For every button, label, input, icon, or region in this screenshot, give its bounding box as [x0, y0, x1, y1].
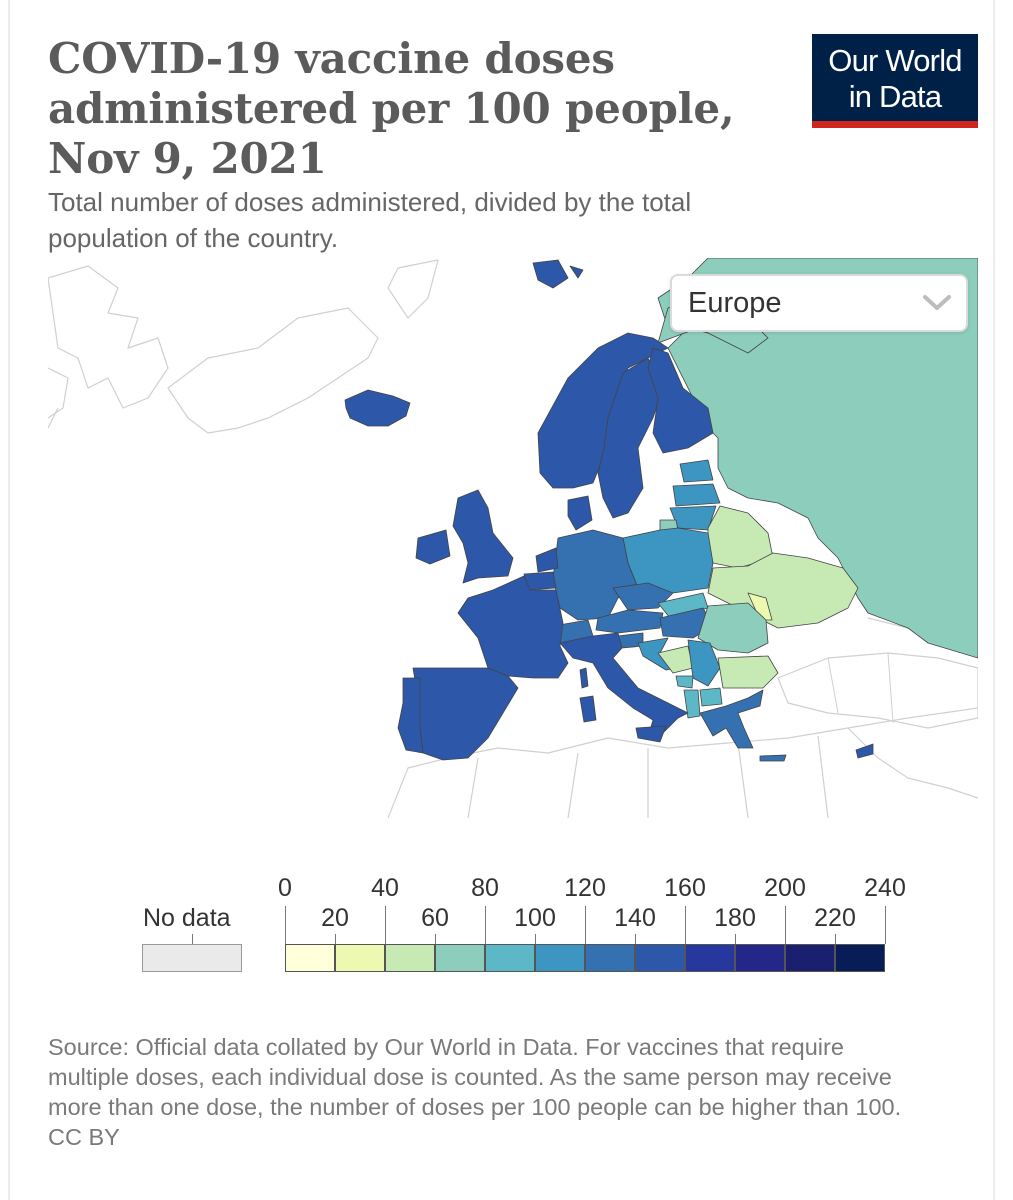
romania-region	[697, 602, 769, 654]
latvia-region	[672, 483, 721, 507]
turkey-outline	[777, 652, 978, 729]
turkey-inner-border	[827, 652, 894, 724]
sweden-region	[597, 357, 664, 519]
italy-region	[559, 632, 689, 739]
serbia-region	[687, 639, 721, 687]
legend-tick-line	[635, 934, 636, 944]
logo-red-bar	[812, 121, 978, 128]
svalbard-small-region	[569, 265, 584, 279]
bosnia-region	[657, 645, 694, 674]
arctic-island-outline	[387, 259, 439, 319]
legend-swatch[interactable]	[835, 944, 885, 972]
color-legend: No data 0 40 80 120 160 200 240 20 60 100 140 180 22…	[0, 860, 1013, 980]
chevron-down-icon	[923, 295, 951, 310]
logo-line-2: in Data	[848, 79, 942, 114]
logo-line-1: Our World	[828, 43, 962, 78]
right-frame-rule	[993, 0, 995, 1200]
legend-tick-label-top: 80	[471, 874, 499, 902]
legend-tick-line	[735, 934, 736, 944]
chart-subtitle: Total number of doses administered, divi…	[48, 187, 692, 253]
source-text: Source: Official data collated by Our Wo…	[48, 1034, 902, 1120]
no-data-label: No data	[143, 904, 231, 932]
iceland-region	[344, 389, 411, 427]
legend-swatch[interactable]	[585, 944, 635, 972]
greenland-outline-east	[167, 307, 379, 434]
north-macedonia-region	[699, 687, 723, 707]
netherlands-region	[535, 547, 559, 573]
source-note: Source: Official data collated by Our Wo…	[48, 1032, 908, 1152]
svalbard-region	[532, 259, 569, 289]
greece-region	[699, 689, 764, 749]
middle-east-outline	[847, 727, 978, 799]
legend-tick-line	[485, 906, 486, 944]
legend-swatch[interactable]	[485, 944, 535, 972]
corsica-region	[579, 667, 589, 689]
legend-tick-label-bottom: 20	[321, 904, 349, 932]
crete-region	[759, 754, 787, 762]
austria-region	[595, 609, 664, 634]
europe-choropleth-map	[48, 258, 978, 819]
legend-swatch[interactable]	[335, 944, 385, 972]
denmark-region	[567, 495, 593, 531]
legend-tick-line	[835, 934, 836, 944]
legend-swatch[interactable]	[285, 944, 335, 972]
portugal-region	[397, 677, 424, 754]
legend-tick-line	[685, 906, 686, 944]
sicily-region	[635, 725, 667, 743]
legend-tick-label-top: 120	[564, 874, 606, 902]
arctic-line	[48, 407, 59, 429]
legend-swatch[interactable]	[785, 944, 835, 972]
spain-region	[412, 667, 519, 761]
legend-tick-label-bottom: 180	[714, 904, 756, 932]
legend-tick-line	[585, 906, 586, 944]
africa-borders	[467, 735, 829, 819]
legend-tick-line	[335, 934, 336, 944]
legend-tick-line	[435, 934, 436, 944]
owid-logo[interactable]: Our World in Data	[812, 34, 978, 128]
legend-tick-label-top: 40	[371, 874, 399, 902]
left-frame-rule	[8, 0, 10, 1200]
legend-tick-line	[285, 906, 286, 944]
legend-tick-label-bottom: 60	[421, 904, 449, 932]
montenegro-region	[675, 675, 694, 689]
legend-tick-label-top: 0	[278, 874, 292, 902]
no-data-swatch	[142, 944, 242, 972]
legend-swatch[interactable]	[685, 944, 735, 972]
legend-tick-line	[885, 906, 886, 944]
chart-title: COVID-19 vaccine doses administered per …	[48, 34, 735, 183]
finland-region	[647, 347, 714, 454]
no-data-tick	[192, 934, 193, 944]
arctic-island-outline-2	[48, 367, 69, 419]
legend-tick-line	[785, 906, 786, 944]
albania-region	[683, 689, 701, 719]
sardinia-region	[579, 695, 597, 723]
region-dropdown-value: Europe	[688, 287, 782, 319]
estonia-region	[679, 459, 714, 483]
region-dropdown[interactable]: Europe	[670, 274, 968, 332]
legend-tick-label-top: 160	[664, 874, 706, 902]
legend-tick-line	[385, 906, 386, 944]
legend-swatch[interactable]	[535, 944, 585, 972]
legend-swatch[interactable]	[735, 944, 785, 972]
legend-tick-line	[535, 934, 536, 944]
ireland-region	[415, 529, 451, 565]
greenland-outline	[48, 265, 169, 409]
legend-swatch[interactable]	[635, 944, 685, 972]
france-region	[457, 575, 569, 679]
legend-tick-label-top: 200	[764, 874, 806, 902]
legend-swatch[interactable]	[435, 944, 485, 972]
cyprus-region	[855, 743, 874, 759]
legend-tick-label-top: 240	[864, 874, 906, 902]
uk-region	[452, 489, 514, 584]
legend-tick-label-bottom: 140	[614, 904, 656, 932]
bulgaria-region	[717, 655, 779, 689]
legend-swatch[interactable]	[385, 944, 435, 972]
legend-tick-label-bottom: 100	[514, 904, 556, 932]
legend-tick-label-bottom: 220	[814, 904, 856, 932]
license-label[interactable]: CC BY	[48, 1124, 120, 1150]
